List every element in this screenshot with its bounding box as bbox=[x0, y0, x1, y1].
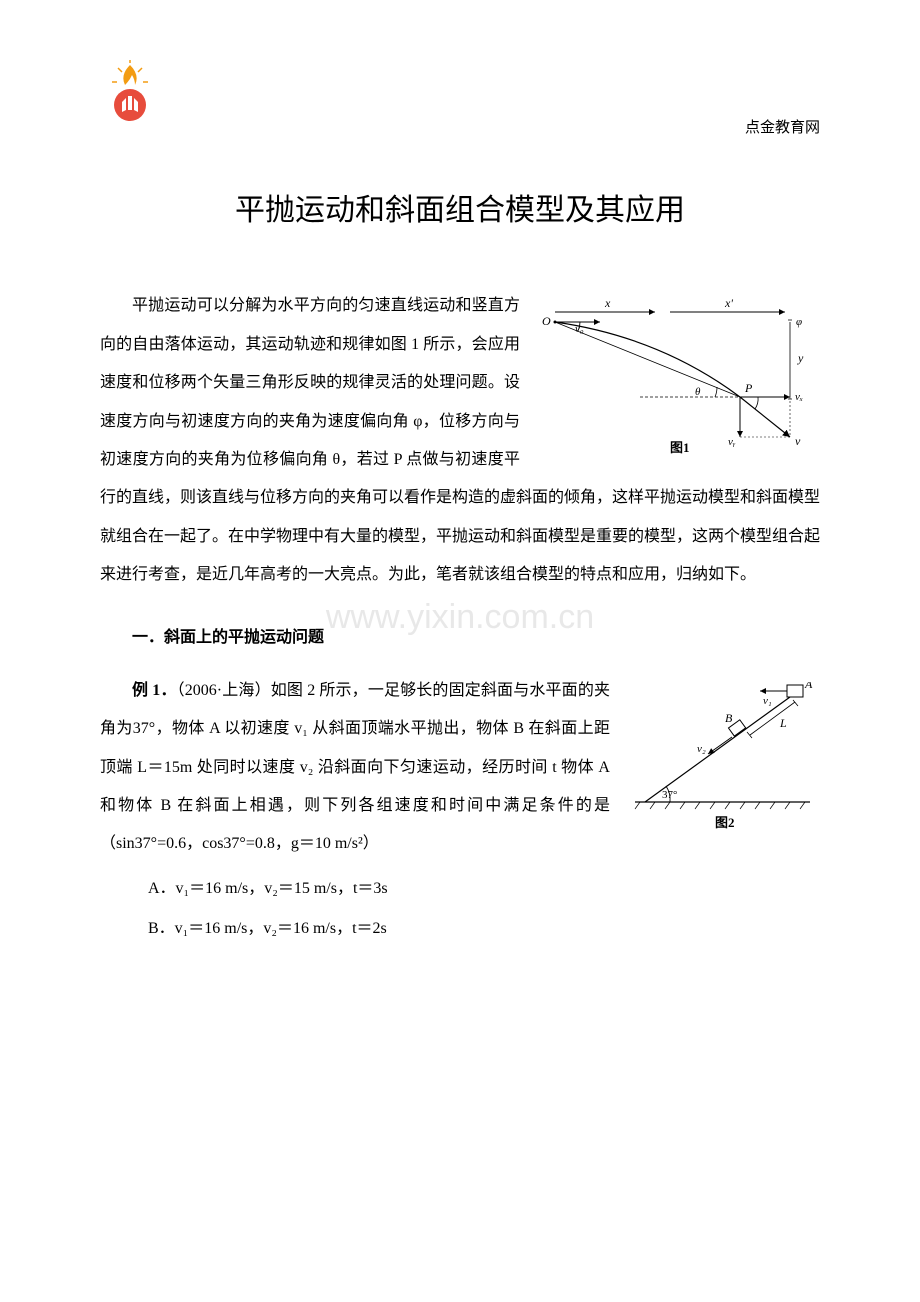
fig1-caption: 图1 bbox=[670, 440, 690, 455]
fig1-label-P: P bbox=[744, 381, 753, 395]
main-content: x x' O v₀ P θ vₓ v bbox=[100, 287, 820, 948]
fig1-label-x2: x' bbox=[724, 297, 733, 310]
fig1-label-O: O bbox=[542, 314, 551, 328]
fig1-label-vy: vᵧ bbox=[728, 436, 736, 448]
brand-text: 点金教育网 bbox=[745, 110, 820, 146]
fig2-label-B: B bbox=[725, 711, 733, 725]
fig2-label-angle: 37° bbox=[662, 789, 677, 801]
figure-2: 37° A v₁ B v₂ L bbox=[630, 682, 820, 832]
option-A: A．v₁＝16 m/s，v₂＝15 m/s，t＝3s bbox=[100, 870, 820, 908]
fig1-label-y: y bbox=[797, 351, 804, 365]
section-1-header: 一．斜面上的平抛运动问题 bbox=[100, 619, 820, 657]
fig2-label-v2: v₂ bbox=[697, 743, 706, 755]
example-1-label: 例 1． bbox=[132, 682, 177, 699]
fig2-label-A: A bbox=[804, 682, 813, 691]
page-title: 平抛运动和斜面组合模型及其应用 bbox=[100, 175, 820, 247]
example-1-source: （2006·上海） bbox=[177, 682, 271, 699]
example-1-text-2: 物体 A 以初速度 v₁ 从斜面顶端水平抛出，物体 B 在斜面上距顶端 L＝15… bbox=[100, 720, 610, 852]
header-area: 点金教育网 bbox=[100, 60, 820, 145]
fig2-caption: 图2 bbox=[715, 815, 735, 830]
fig2-label-v1: v₁ bbox=[763, 695, 772, 707]
example-1-angle: 37°， bbox=[133, 720, 172, 737]
fig1-label-v: v bbox=[795, 434, 801, 448]
fig1-label-x: x bbox=[604, 297, 611, 310]
fig1-label-vx: vₓ bbox=[795, 391, 803, 403]
fig1-label-theta: θ bbox=[695, 386, 701, 398]
figure-1: x x' O v₀ P θ vₓ v bbox=[540, 297, 820, 457]
option-B: B．v₁＝16 m/s，v₂＝16 m/s，t＝2s bbox=[100, 910, 820, 948]
logo-icon bbox=[100, 60, 160, 130]
fig2-label-L: L bbox=[779, 716, 787, 730]
fig1-label-phi: φ bbox=[796, 316, 802, 328]
